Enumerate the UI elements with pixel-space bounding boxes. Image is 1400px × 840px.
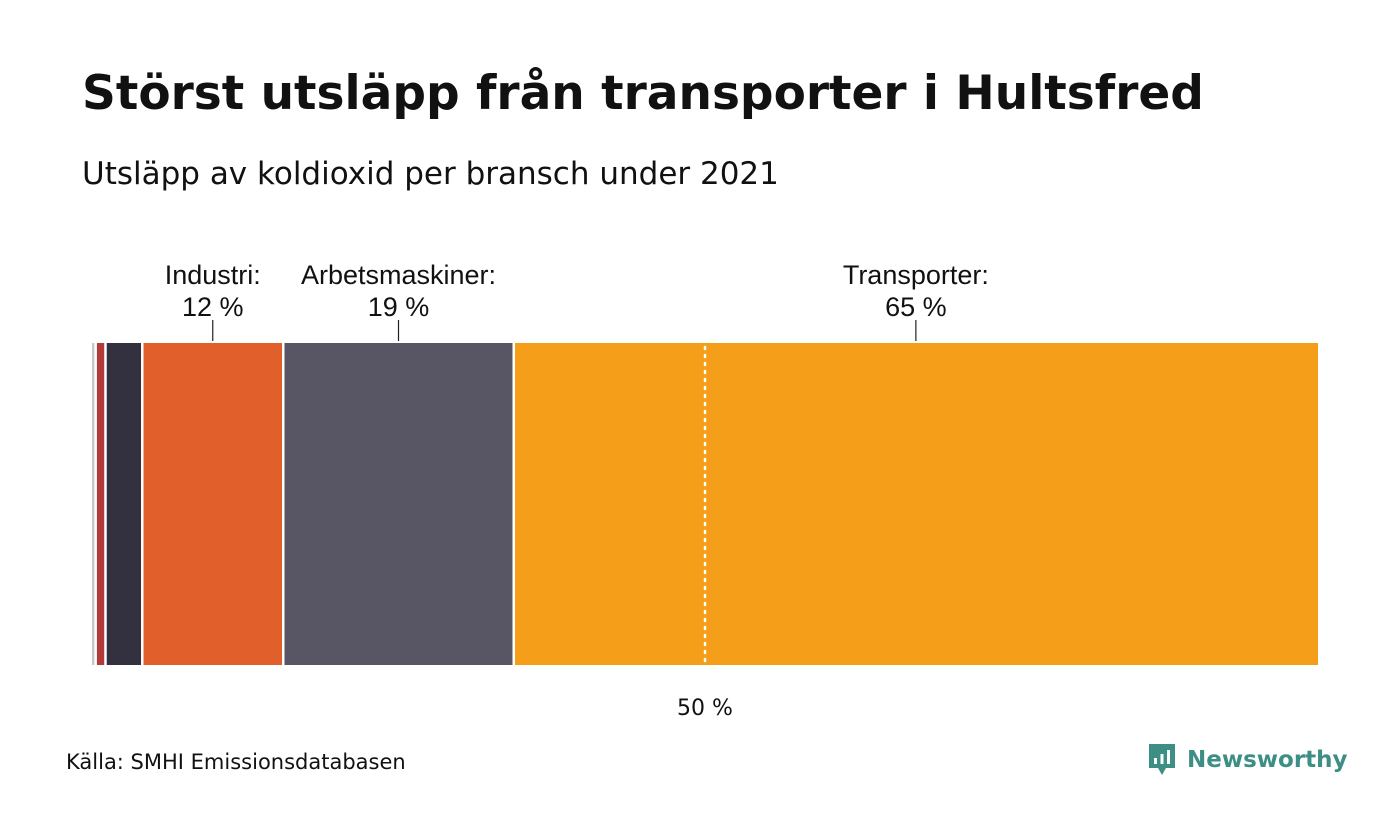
chart-subtitle: Utsläpp av koldioxid per bransch under 2…	[82, 156, 779, 192]
segment-value-arbetsmaskiner: 19 %	[368, 292, 430, 322]
bar-segment-minor-2	[105, 343, 143, 665]
segment-label-transporter: Transporter:	[843, 260, 989, 290]
bar-segment-arbetsmaskiner	[283, 343, 514, 665]
bar-segment-minor-0	[92, 343, 96, 665]
stacked-bar-chart: Industri:12 % Arbetsmaskiner:19 % Transpor…	[92, 260, 1318, 721]
brand-name: Newsworthy	[1187, 747, 1348, 773]
bar-segment-transporter	[513, 343, 1318, 665]
chart-title: Störst utsläpp från transporter i Hultsf…	[82, 66, 1204, 121]
segment-label-industri: Industri:	[165, 260, 261, 290]
bar-segment-minor-1	[95, 343, 106, 665]
segment-value-transporter: 65 %	[885, 292, 947, 322]
brand-logo: Newsworthy	[1147, 742, 1348, 778]
segment-value-industri: 12 %	[182, 292, 244, 322]
reference-label-50: 50 %	[677, 696, 733, 721]
source-note: Källa: SMHI Emissionsdatabasen	[66, 750, 406, 774]
segment-label-arbetsmaskiner: Arbetsmaskiner:	[301, 260, 496, 290]
bar-segment-industri	[142, 343, 284, 665]
newsworthy-logo-icon	[1149, 744, 1175, 775]
